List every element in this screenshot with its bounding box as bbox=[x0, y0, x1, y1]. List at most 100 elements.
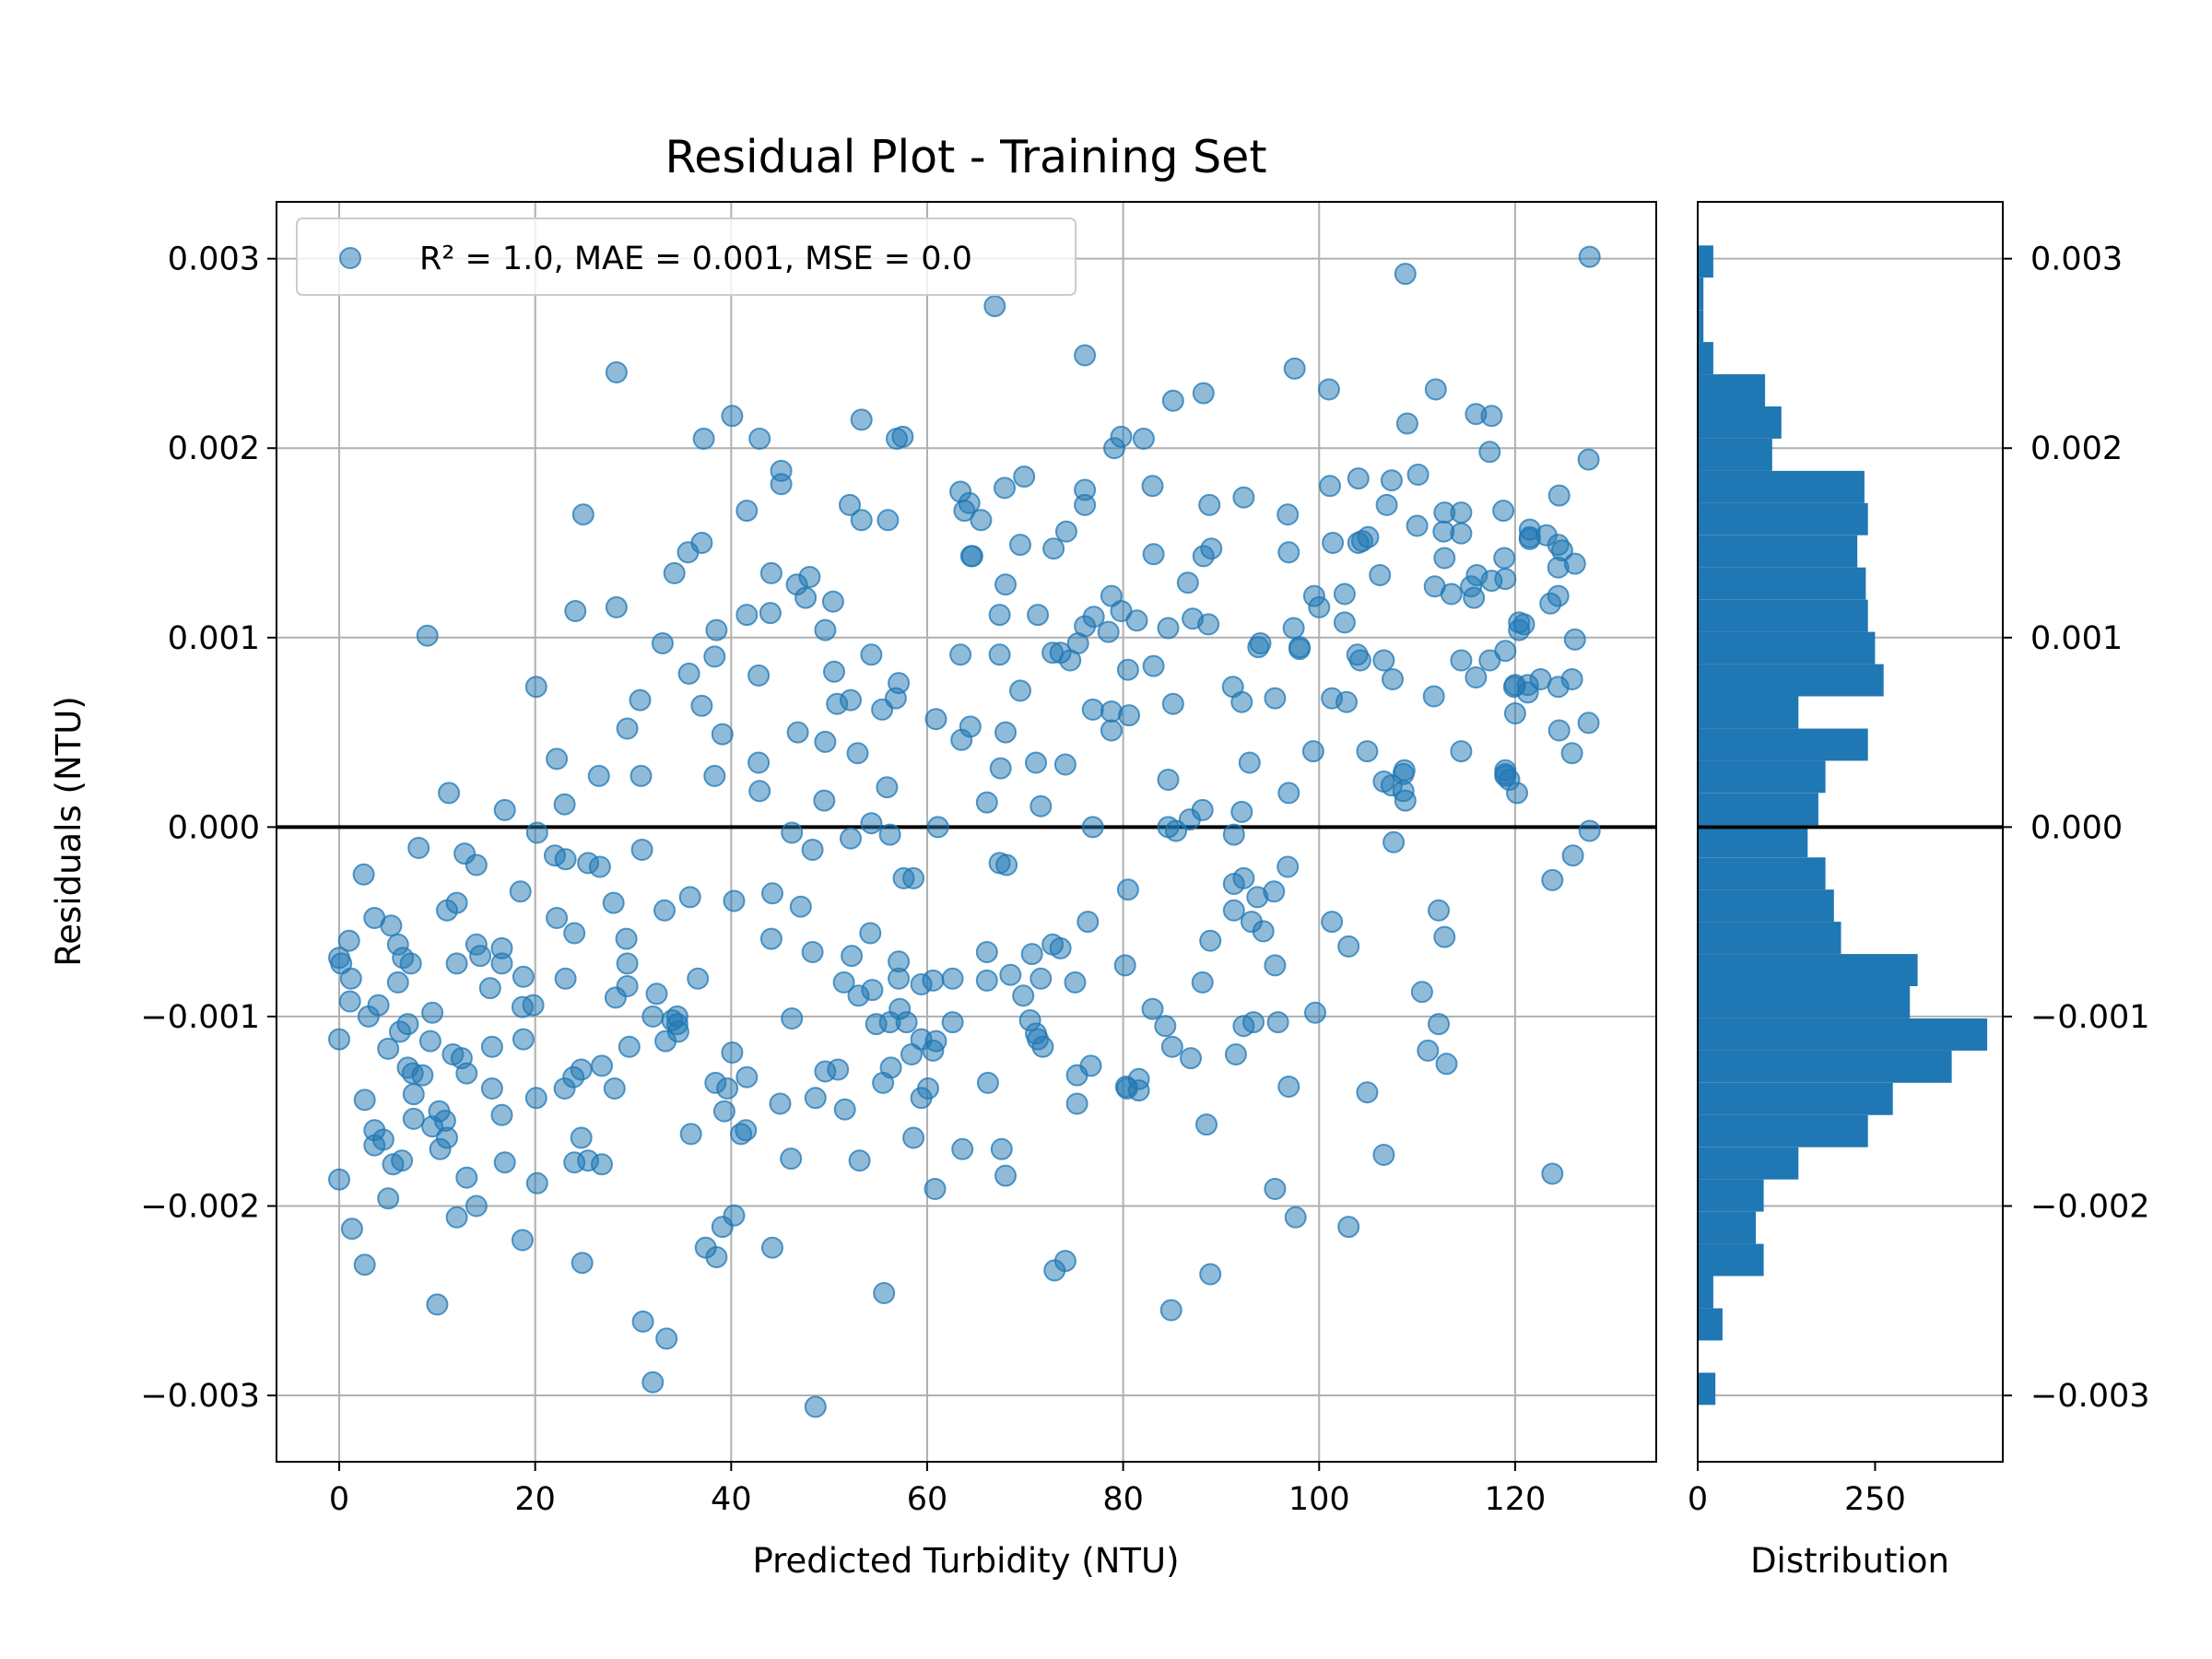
histogram-bar bbox=[1698, 1276, 1713, 1309]
scatter-point bbox=[616, 952, 639, 975]
scatter-point bbox=[1435, 1053, 1458, 1076]
scatter-point bbox=[631, 1310, 654, 1333]
scatter-point bbox=[438, 782, 461, 805]
scatter-point bbox=[1154, 1015, 1177, 1038]
scatter-point bbox=[1097, 620, 1120, 643]
scatter-point bbox=[490, 1103, 513, 1126]
scatter-point bbox=[761, 882, 783, 905]
histogram-bar bbox=[1698, 664, 1884, 697]
scatter-axes: 0 20 40 60 80 100 120 0.003 0.002 0.001 0.000 −0.0… bbox=[49, 201, 1657, 1581]
scatter-point bbox=[924, 1178, 947, 1200]
scatter-point bbox=[703, 645, 726, 668]
scatter-point bbox=[748, 780, 771, 803]
histogram-bar bbox=[1698, 599, 1868, 632]
scatter-point bbox=[1195, 1113, 1218, 1136]
scatter-point bbox=[524, 676, 547, 699]
scatter-point bbox=[848, 1149, 871, 1172]
scatter-point bbox=[823, 660, 845, 683]
scatter-point bbox=[1356, 740, 1379, 763]
histogram-bar bbox=[1698, 535, 1858, 568]
scatter-point bbox=[1516, 681, 1539, 704]
scatter-point bbox=[480, 1035, 503, 1058]
scatter-point bbox=[426, 1293, 449, 1316]
scatter-point bbox=[861, 979, 884, 1002]
scatter-point bbox=[804, 1087, 827, 1110]
scatter-point bbox=[1100, 719, 1123, 742]
scatter-point bbox=[1113, 954, 1136, 977]
scatter-point bbox=[983, 295, 1006, 318]
scatter-point bbox=[781, 1007, 804, 1030]
scatter-point bbox=[445, 891, 468, 914]
scatter-point bbox=[1242, 1011, 1265, 1034]
scatter-point bbox=[1110, 425, 1133, 448]
histogram-bar bbox=[1698, 277, 1704, 311]
scatter-point bbox=[839, 493, 861, 516]
scatter-point bbox=[1277, 855, 1300, 878]
x-tick-label: 0 bbox=[329, 1481, 349, 1518]
histogram-y-tick-label: 0.003 bbox=[2030, 241, 2123, 278]
scatter-point bbox=[780, 1147, 803, 1171]
scatter-point bbox=[1492, 500, 1515, 523]
scatter-point bbox=[525, 1171, 548, 1194]
scatter-point bbox=[949, 643, 972, 666]
histogram-y-tick-label: −0.001 bbox=[2030, 999, 2150, 1036]
legend-marker bbox=[339, 247, 361, 269]
scatter-point bbox=[641, 1371, 665, 1394]
scatter-point bbox=[748, 428, 771, 450]
scatter-point bbox=[445, 1206, 468, 1229]
scatter-point bbox=[1550, 539, 1573, 562]
scatter-point bbox=[976, 1071, 999, 1094]
scatter-point bbox=[588, 855, 611, 878]
y-tick-label: 0.001 bbox=[168, 620, 260, 657]
scatter-point bbox=[1450, 501, 1473, 524]
scatter-point bbox=[478, 977, 501, 1000]
scatter-point bbox=[546, 907, 569, 929]
scatter-point bbox=[1372, 649, 1395, 672]
main-x-ticks: 0 20 40 60 80 100 120 bbox=[329, 1462, 1546, 1518]
scatter-point bbox=[924, 708, 947, 731]
scatter-point bbox=[1380, 469, 1403, 492]
scatter-point bbox=[1337, 935, 1360, 958]
scatter-point bbox=[1277, 782, 1300, 805]
scatter-point bbox=[846, 742, 869, 765]
scatter-point bbox=[995, 853, 1018, 877]
scatter-point bbox=[1074, 493, 1097, 516]
scatter-point bbox=[951, 1137, 974, 1160]
scatter-point bbox=[840, 688, 862, 712]
scatter-point bbox=[917, 1077, 939, 1100]
scatter-point bbox=[571, 503, 594, 526]
scatter-point bbox=[988, 604, 1011, 627]
scatter-point bbox=[1222, 899, 1245, 922]
histogram-bar bbox=[1698, 1050, 1952, 1083]
scatter-point bbox=[1192, 382, 1215, 405]
x-axis-label: Predicted Turbidity (NTU) bbox=[752, 1541, 1179, 1581]
scatter-point bbox=[711, 723, 734, 746]
scatter-point bbox=[716, 1077, 739, 1100]
scatter-point bbox=[1410, 981, 1433, 1004]
scatter-point bbox=[1450, 522, 1473, 545]
histogram-bar bbox=[1698, 1114, 1868, 1147]
scatter-point bbox=[1560, 742, 1583, 765]
scatter-point bbox=[352, 863, 375, 886]
scatter-point bbox=[1494, 568, 1517, 591]
scatter-point bbox=[958, 491, 981, 514]
scatter-point bbox=[396, 1013, 419, 1036]
x-tick-label: 80 bbox=[1102, 1481, 1144, 1518]
scatter-point bbox=[1356, 1081, 1379, 1104]
histogram-x-tick-label: 250 bbox=[1844, 1481, 1906, 1518]
scatter-point bbox=[1031, 1035, 1054, 1058]
scatter-point bbox=[679, 1123, 702, 1146]
scatter-point bbox=[876, 776, 899, 799]
scatter-point bbox=[480, 1077, 503, 1100]
histogram-bar bbox=[1698, 1147, 1799, 1180]
scatter-point bbox=[1053, 753, 1077, 776]
scatter-point bbox=[1288, 638, 1311, 661]
scatter-point bbox=[873, 1282, 896, 1304]
histogram-bar bbox=[1698, 470, 1865, 503]
scatter-point bbox=[789, 895, 812, 918]
scatter-point bbox=[769, 1092, 792, 1115]
scatter-point bbox=[402, 1107, 425, 1130]
scatter-point bbox=[1578, 245, 1601, 268]
y-tick-label: 0.002 bbox=[168, 430, 260, 467]
